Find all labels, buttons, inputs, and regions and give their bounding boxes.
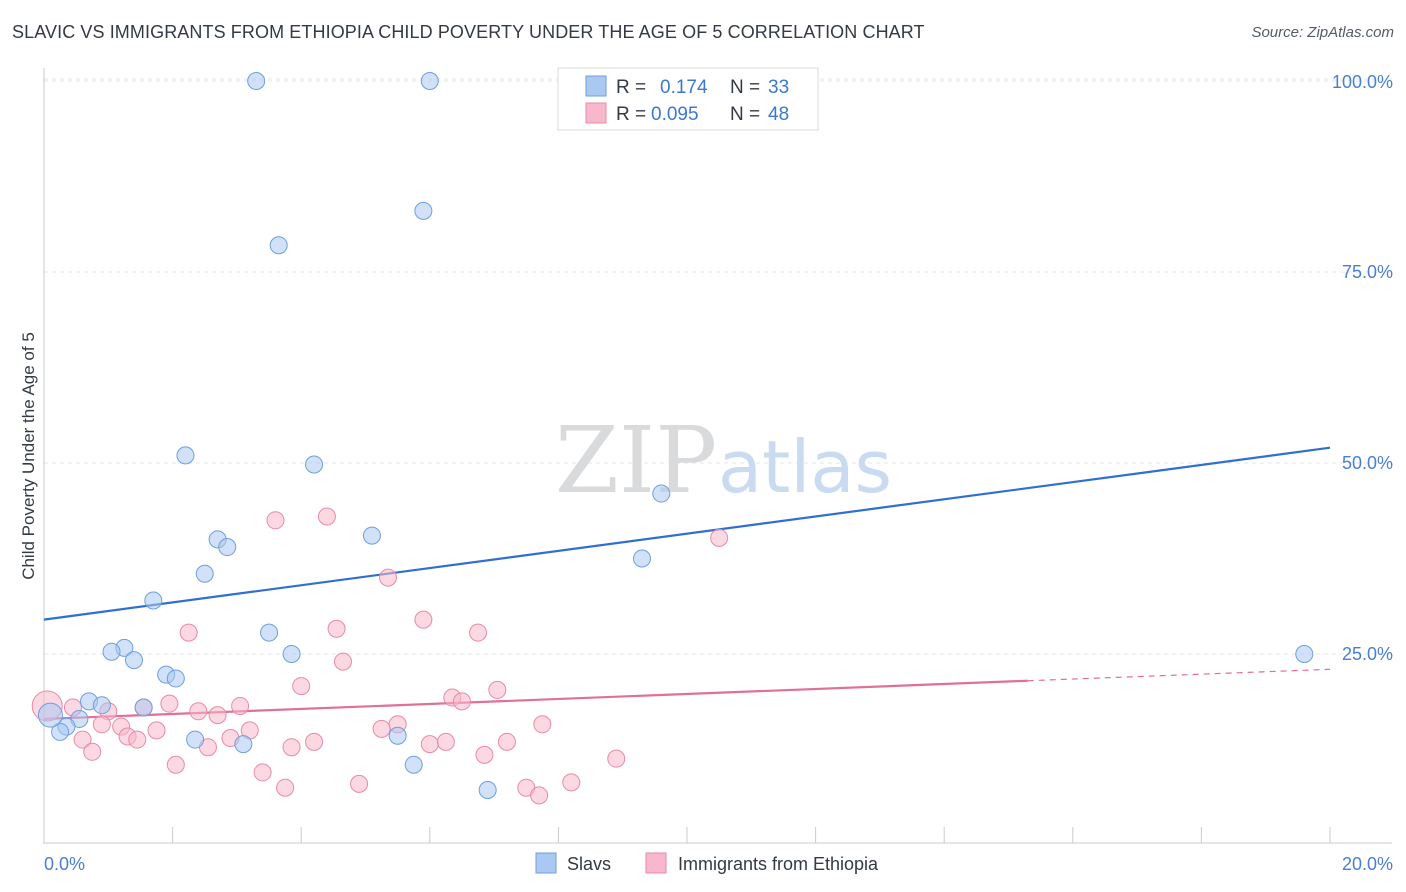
point-ethiopia xyxy=(607,749,626,768)
point-slavs xyxy=(92,696,111,715)
point-slavs xyxy=(478,780,497,799)
bottom-legend-label-ethiopia: Immigrants from Ethiopia xyxy=(678,854,879,874)
point-slavs xyxy=(388,726,407,745)
point-ethiopia xyxy=(83,742,102,761)
legend-r-value-ethiopia: 0.095 xyxy=(651,104,699,125)
point-ethiopia xyxy=(128,730,147,749)
source-label: Source: ZipAtlas.com xyxy=(1251,24,1394,41)
point-ethiopia xyxy=(497,732,516,751)
point-slavs xyxy=(144,591,163,610)
trend-line-ethiopia xyxy=(43,679,1028,721)
point-ethiopia xyxy=(562,773,581,792)
point-ethiopia xyxy=(533,715,552,734)
point-slavs xyxy=(102,642,121,661)
point-slavs xyxy=(652,484,671,503)
point-ethiopia xyxy=(253,763,272,782)
point-slavs xyxy=(51,722,70,741)
legend-n-value-slavs: 33 xyxy=(768,77,789,98)
legend-r-label-slavs: R = xyxy=(616,77,646,98)
point-slavs xyxy=(632,549,651,568)
trend-lines xyxy=(43,446,1331,721)
tick-labels: 0.0% 20.0% 25.0% 50.0% 75.0% 100.0% xyxy=(44,72,1393,874)
y-tick-label: 100.0% xyxy=(1332,72,1393,92)
point-slavs xyxy=(420,72,439,90)
point-ethiopia xyxy=(208,706,227,725)
point-ethiopia xyxy=(469,623,488,642)
point-slavs xyxy=(186,730,205,749)
point-slavs xyxy=(414,201,433,220)
point-slavs xyxy=(1295,645,1314,663)
point-ethiopia xyxy=(292,677,311,696)
point-ethiopia xyxy=(179,623,198,642)
point-ethiopia xyxy=(710,528,729,547)
point-slavs xyxy=(37,702,63,728)
point-ethiopia xyxy=(305,732,324,751)
legend-r-label-ethiopia: R = xyxy=(616,104,646,125)
bottom-legend-label-slavs: Slavs xyxy=(567,854,611,874)
point-ethiopia xyxy=(327,619,346,638)
point-slavs xyxy=(195,564,214,583)
x-tick-label-min: 0.0% xyxy=(44,854,85,874)
point-ethiopia xyxy=(452,692,471,711)
point-ethiopia xyxy=(530,786,549,805)
point-ethiopia xyxy=(73,730,92,749)
point-ethiopia xyxy=(379,568,398,587)
chart-title: SLAVIC VS IMMIGRANTS FROM ETHIOPIA CHILD… xyxy=(12,22,925,42)
point-ethiopia xyxy=(189,702,208,721)
point-ethiopia xyxy=(160,694,179,713)
trend-line-slavs xyxy=(43,446,1331,621)
legend-r-value-slavs: 0.174 xyxy=(660,77,708,98)
point-ethiopia xyxy=(317,507,336,526)
point-ethiopia xyxy=(414,610,433,629)
legend-n-label-ethiopia: N = xyxy=(730,104,760,125)
y-tick-label: 75.0% xyxy=(1342,262,1393,282)
stats-legend: R = 0.174 N = 33 R = 0.095 N = 48 xyxy=(557,67,819,131)
point-slavs xyxy=(269,236,288,255)
bottom-legend-swatch-slavs xyxy=(535,852,557,874)
y-axis-title: Child Poverty Under the Age of 5 xyxy=(19,332,38,580)
point-ethiopia xyxy=(231,696,250,715)
watermark-zip: ZIP xyxy=(555,407,717,514)
point-ethiopia xyxy=(488,680,507,699)
point-ethiopia xyxy=(350,774,369,793)
gridlines xyxy=(44,78,1392,655)
point-slavs xyxy=(176,446,195,465)
point-ethiopia xyxy=(166,755,185,774)
point-ethiopia xyxy=(372,719,391,738)
point-slavs xyxy=(134,698,153,717)
x-tick-label-max: 20.0% xyxy=(1342,854,1393,874)
point-ethiopia xyxy=(333,652,352,671)
point-ethiopia xyxy=(92,715,111,734)
watermark-atlas: atlas xyxy=(718,425,892,509)
point-slavs xyxy=(234,735,253,754)
point-slavs xyxy=(362,526,381,545)
point-slavs xyxy=(125,651,144,670)
point-ethiopia xyxy=(475,745,494,764)
point-slavs xyxy=(282,645,301,663)
bottom-legend-swatch-ethiopia xyxy=(645,852,667,874)
legend-swatch-ethiopia xyxy=(585,102,607,124)
legend-n-label-slavs: N = xyxy=(730,77,760,98)
point-ethiopia xyxy=(276,778,295,797)
point-ethiopia xyxy=(420,735,439,754)
point-ethiopia xyxy=(282,738,301,757)
point-ethiopia xyxy=(147,721,166,740)
point-slavs xyxy=(247,72,266,90)
point-ethiopia xyxy=(266,511,285,530)
point-slavs xyxy=(166,669,185,688)
y-tick-label: 25.0% xyxy=(1342,644,1393,664)
point-slavs xyxy=(404,755,423,774)
point-ethiopia xyxy=(436,732,455,751)
watermark: ZIP atlas xyxy=(555,407,892,514)
y-tick-label: 50.0% xyxy=(1342,453,1393,473)
legend-n-value-ethiopia: 48 xyxy=(768,104,789,125)
series-legend: Slavs Immigrants from Ethiopia xyxy=(535,852,879,874)
data-points xyxy=(31,72,1314,805)
point-slavs xyxy=(260,623,279,642)
point-slavs xyxy=(305,455,324,474)
legend-swatch-slavs xyxy=(585,75,607,97)
trend-line-ethiopia-extension xyxy=(1027,668,1331,682)
point-slavs xyxy=(218,538,237,557)
